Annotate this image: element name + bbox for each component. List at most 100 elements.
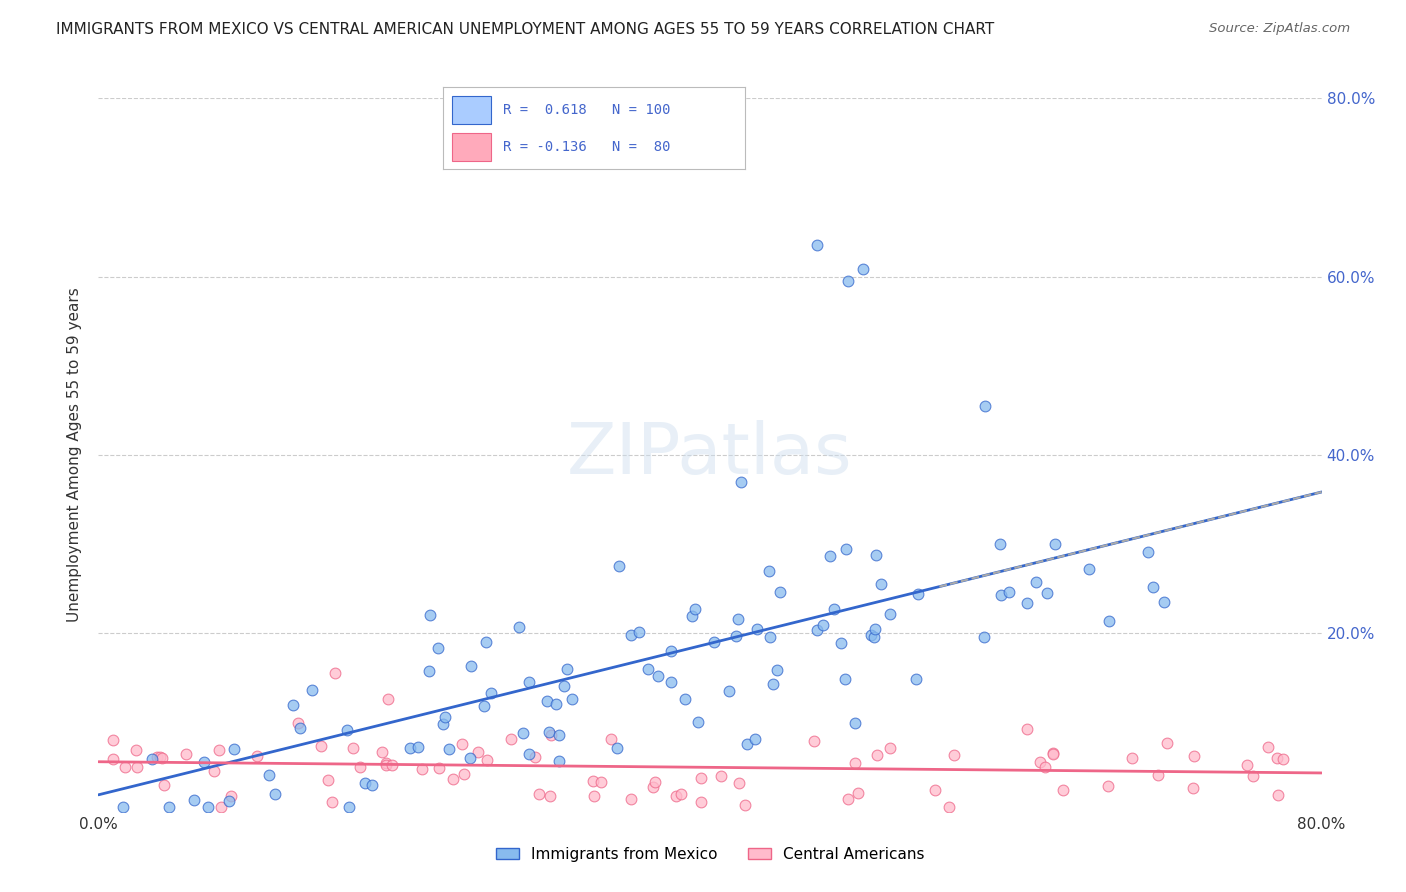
Point: [803, 734, 825, 748]
Point: [589, 775, 612, 789]
Text: R =  0.618   N = 100: R = 0.618 N = 100: [503, 103, 671, 117]
Point: [628, 624, 651, 639]
Point: [1025, 574, 1047, 589]
Point: [1257, 739, 1279, 754]
Point: [582, 789, 605, 804]
Point: [837, 274, 859, 288]
Point: [1267, 789, 1289, 803]
Point: [399, 740, 422, 755]
Point: [644, 775, 666, 789]
Point: [321, 796, 343, 810]
Point: [193, 755, 215, 769]
Point: [681, 609, 703, 624]
Point: [727, 612, 749, 626]
Point: [419, 607, 441, 622]
Point: [852, 262, 875, 277]
Point: [342, 741, 364, 756]
Point: [905, 672, 928, 686]
Point: [765, 663, 787, 677]
Point: [375, 757, 398, 772]
Point: [1045, 537, 1067, 551]
Point: [1181, 780, 1204, 795]
Point: [1029, 755, 1052, 769]
Point: [659, 644, 682, 658]
Point: [1097, 779, 1119, 793]
Point: [806, 623, 828, 637]
Point: [544, 697, 567, 711]
Point: [1137, 544, 1160, 558]
Point: [690, 795, 713, 809]
Point: [1236, 758, 1258, 772]
Point: [938, 800, 960, 814]
Point: [835, 541, 858, 556]
Point: [758, 564, 780, 578]
Point: [218, 794, 240, 808]
Point: [725, 629, 748, 643]
Point: [1182, 748, 1205, 763]
Point: [311, 739, 333, 753]
Point: [647, 669, 669, 683]
Point: [581, 773, 603, 788]
FancyBboxPatch shape: [451, 95, 491, 123]
Point: [501, 732, 523, 747]
Point: [1015, 722, 1038, 736]
Point: [643, 780, 665, 794]
Point: [1241, 768, 1264, 782]
Point: [101, 752, 124, 766]
Point: [536, 694, 558, 708]
Point: [924, 782, 946, 797]
Point: [127, 760, 149, 774]
Point: [1156, 736, 1178, 750]
Point: [830, 636, 852, 650]
Point: [990, 588, 1012, 602]
Point: [375, 756, 398, 770]
Point: [209, 800, 232, 814]
Point: [973, 630, 995, 644]
Point: [479, 686, 502, 700]
Point: [336, 723, 359, 738]
Point: [547, 754, 569, 768]
Point: [281, 698, 304, 712]
Point: [1142, 580, 1164, 594]
Point: [316, 772, 339, 787]
Point: [208, 742, 231, 756]
Legend: Immigrants from Mexico, Central Americans: Immigrants from Mexico, Central American…: [489, 841, 931, 868]
Point: [219, 789, 242, 804]
Point: [1271, 752, 1294, 766]
Point: [370, 745, 392, 759]
Point: [907, 587, 929, 601]
Point: [665, 789, 688, 803]
Point: [769, 584, 792, 599]
Point: [834, 672, 856, 686]
Point: [112, 800, 135, 814]
Point: [146, 749, 169, 764]
Point: [224, 741, 246, 756]
Point: [1015, 596, 1038, 610]
Y-axis label: Unemployment Among Ages 55 to 59 years: Unemployment Among Ages 55 to 59 years: [67, 287, 83, 623]
Point: [727, 776, 749, 790]
Point: [762, 676, 785, 690]
Point: [606, 741, 628, 756]
Point: [747, 623, 769, 637]
Point: [125, 743, 148, 757]
Point: [811, 618, 834, 632]
Point: [609, 558, 631, 573]
Point: [361, 778, 384, 792]
Point: [467, 745, 489, 759]
Point: [517, 675, 540, 690]
Point: [512, 726, 534, 740]
Point: [411, 762, 433, 776]
Point: [1052, 782, 1074, 797]
Point: [538, 725, 561, 739]
Point: [744, 731, 766, 746]
Text: ZIPatlas: ZIPatlas: [567, 420, 853, 490]
Point: [1042, 747, 1064, 761]
Point: [149, 750, 172, 764]
Point: [561, 691, 583, 706]
Point: [865, 548, 887, 562]
Point: [150, 750, 173, 764]
Point: [1098, 614, 1121, 628]
Point: [555, 662, 578, 676]
Point: [673, 691, 696, 706]
Point: [703, 634, 725, 648]
